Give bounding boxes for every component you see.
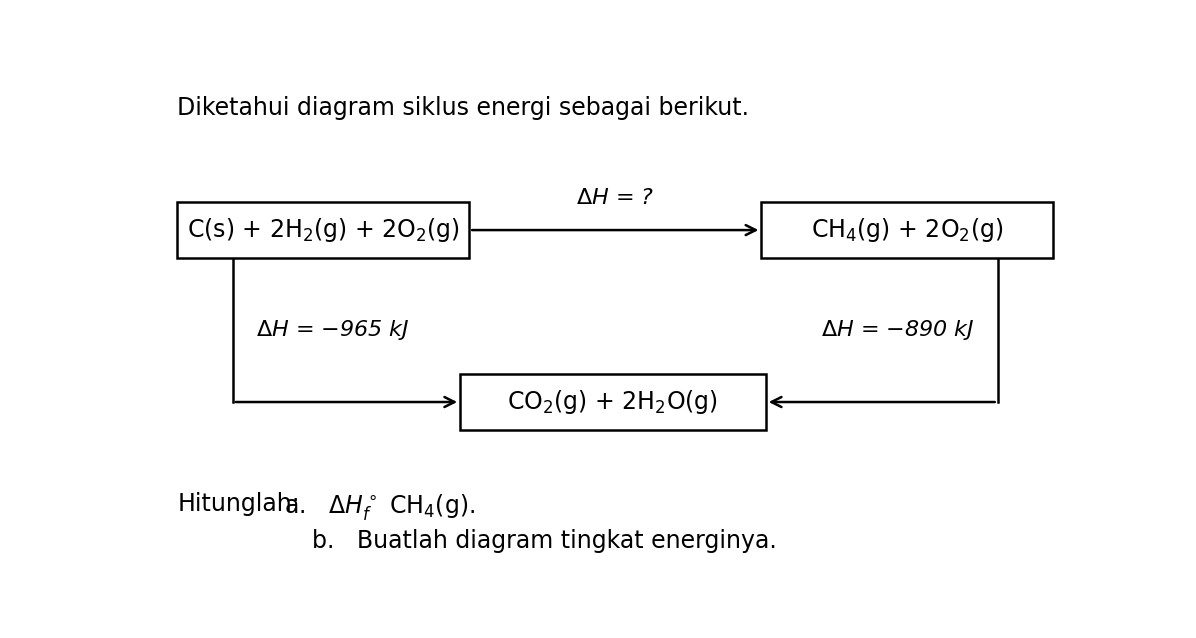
Text: b.   Buatlah diagram tingkat energinya.: b. Buatlah diagram tingkat energinya. — [312, 528, 776, 553]
Text: a.   $\Delta H^\circ_f$ CH$_4$(g).: a. $\Delta H^\circ_f$ CH$_4$(g). — [283, 492, 475, 522]
FancyBboxPatch shape — [762, 202, 1054, 258]
Text: CO$_2$(g) + 2H$_2$O(g): CO$_2$(g) + 2H$_2$O(g) — [507, 388, 719, 416]
Text: Hitunglah:: Hitunglah: — [177, 492, 300, 516]
Text: $\Delta H$ = ?: $\Delta H$ = ? — [576, 188, 654, 208]
Text: $\Delta H$ = −965 kJ: $\Delta H$ = −965 kJ — [256, 318, 410, 342]
Text: $\Delta H$ = −890 kJ: $\Delta H$ = −890 kJ — [820, 318, 975, 342]
Text: CH$_4$(g) + 2O$_2$(g): CH$_4$(g) + 2O$_2$(g) — [811, 216, 1003, 244]
Text: Diketahui diagram siklus energi sebagai berikut.: Diketahui diagram siklus energi sebagai … — [177, 96, 750, 120]
FancyBboxPatch shape — [177, 202, 469, 258]
FancyBboxPatch shape — [460, 374, 765, 430]
Text: C(s) + 2H$_2$(g) + 2O$_2$(g): C(s) + 2H$_2$(g) + 2O$_2$(g) — [187, 216, 459, 244]
